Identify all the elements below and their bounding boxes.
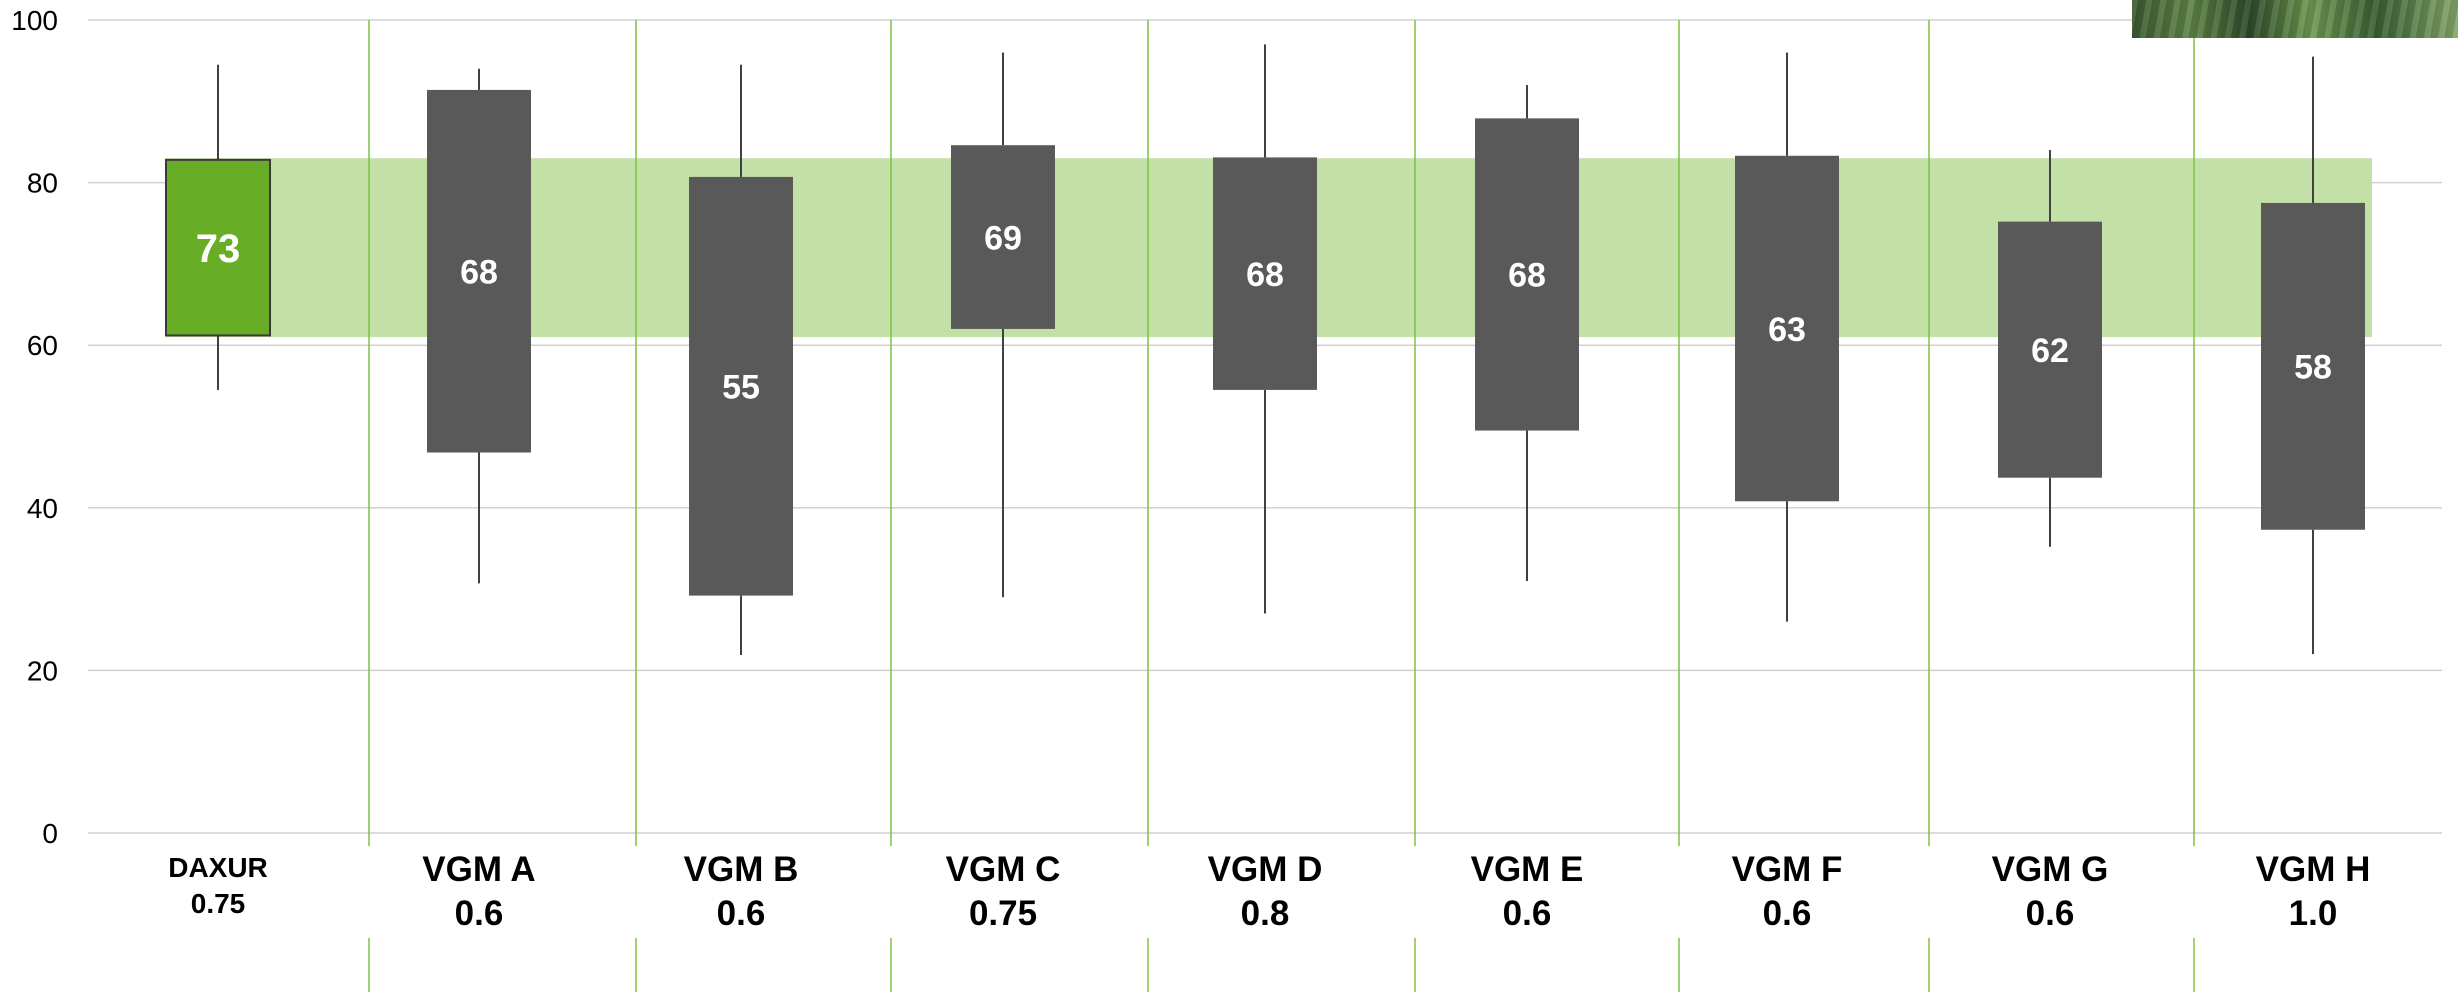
y-tick-label: 40 bbox=[27, 493, 58, 524]
box-value-label: 73 bbox=[196, 227, 241, 271]
box-value-label: 63 bbox=[1768, 311, 1806, 349]
category-label: VGM C bbox=[946, 850, 1061, 889]
highlight-box bbox=[165, 158, 271, 337]
y-tick-label: 80 bbox=[27, 168, 58, 199]
box bbox=[1735, 155, 1839, 502]
category-sublabel: 0.6 bbox=[717, 894, 766, 933]
category-label: VGM B bbox=[684, 850, 799, 889]
corner-photo-image bbox=[2132, 0, 2458, 38]
box-value-label: 68 bbox=[1508, 257, 1546, 295]
box-value-label: 58 bbox=[2294, 349, 2332, 387]
y-tick-label: 100 bbox=[11, 5, 58, 36]
box-value-label: 62 bbox=[2031, 332, 2069, 370]
box-value-label: 69 bbox=[984, 219, 1022, 257]
category-sublabel: 0.8 bbox=[1241, 894, 1290, 933]
y-tick-label: 20 bbox=[27, 655, 58, 686]
box bbox=[1475, 118, 1579, 431]
box bbox=[427, 89, 531, 453]
box-value-label: 68 bbox=[460, 253, 498, 291]
category-label: VGM H bbox=[2256, 850, 2371, 889]
box bbox=[1998, 221, 2102, 478]
category-sublabel: 0.6 bbox=[1763, 894, 1812, 933]
box bbox=[2261, 202, 2365, 530]
box-value-label: 68 bbox=[1246, 256, 1284, 294]
category-label: VGM F bbox=[1732, 850, 1843, 889]
box bbox=[951, 145, 1055, 329]
category-sublabel: 0.6 bbox=[2026, 894, 2075, 933]
category-label: VGM A bbox=[422, 850, 535, 889]
category-sublabel: 1.0 bbox=[2289, 894, 2338, 933]
category-label: DAXUR bbox=[168, 852, 268, 883]
category-label: VGM D bbox=[1208, 850, 1323, 889]
box-value-label: 55 bbox=[722, 368, 760, 406]
category-label: VGM G bbox=[1992, 850, 2109, 889]
category-label: VGM E bbox=[1471, 850, 1584, 889]
y-tick-label: 60 bbox=[27, 330, 58, 361]
y-tick-label: 0 bbox=[42, 818, 58, 849]
category-sublabel: 0.75 bbox=[969, 894, 1037, 933]
box bbox=[1213, 157, 1317, 390]
box bbox=[689, 176, 793, 596]
category-sublabel: 0.75 bbox=[191, 888, 246, 919]
category-sublabel: 0.6 bbox=[1503, 894, 1552, 933]
category-sublabel: 0.6 bbox=[455, 894, 504, 933]
